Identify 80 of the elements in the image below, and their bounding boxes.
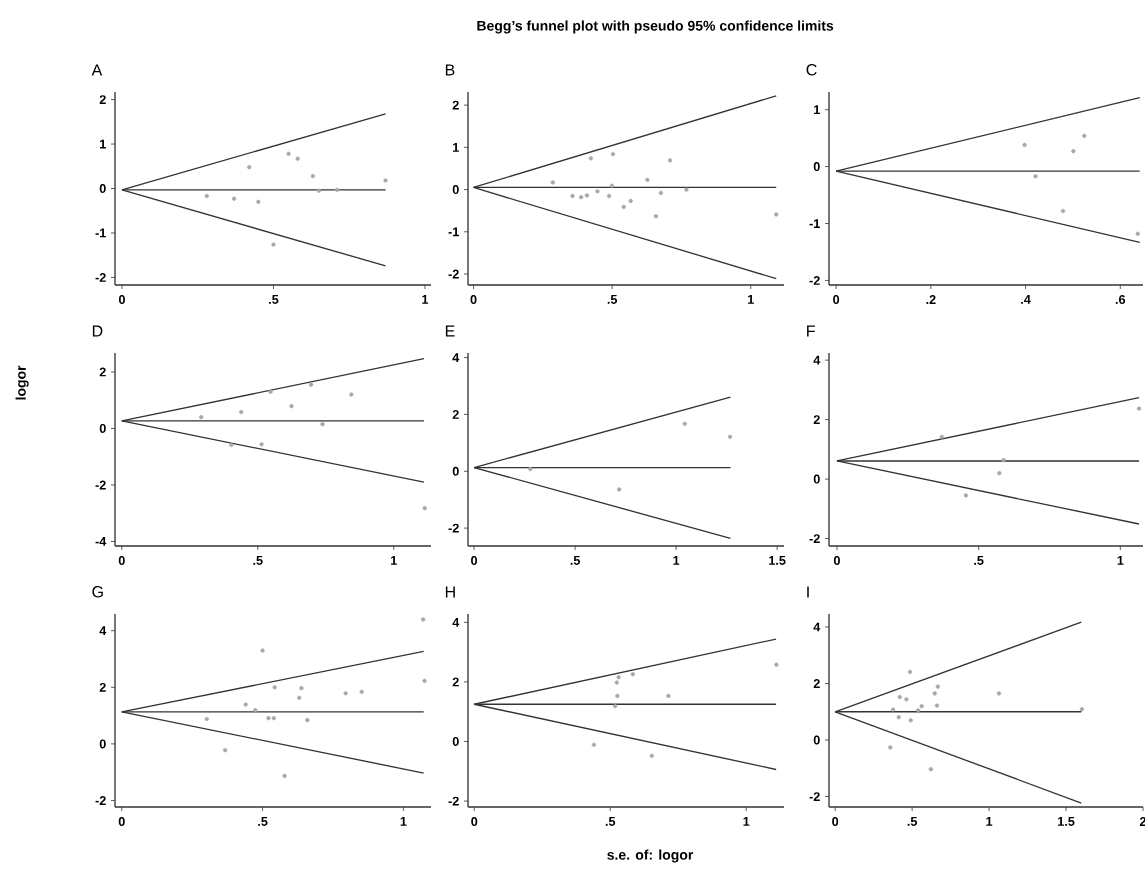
- x-tick-label: 0: [471, 817, 478, 827]
- y-tick-label: 0: [452, 466, 459, 476]
- chart-title: G: [92, 586, 103, 598]
- x-tick-label: 1: [400, 817, 407, 826]
- x-tick-label: 1: [673, 556, 680, 565]
- x-tick-label: 0: [471, 556, 478, 566]
- y-tick-label: -1: [95, 228, 106, 238]
- x-tick-label: 1.5: [1058, 817, 1075, 826]
- x-tick-label: .4: [1021, 295, 1031, 304]
- y-tick-label: -2: [809, 534, 820, 543]
- x-tick-label: .5: [907, 817, 918, 826]
- x-tick-label: 1: [986, 817, 993, 826]
- x-tick-label: .6: [1115, 295, 1126, 305]
- y-tick-label: 2: [99, 682, 106, 692]
- x-tick-label: .2: [926, 295, 936, 304]
- text: Begg’s funnel plot with pseudo 95% confidence limits: [477, 20, 834, 34]
- y-tick-label: 2: [452, 409, 459, 419]
- chart-title: C: [806, 64, 817, 76]
- y-axis-title: logor: [15, 365, 29, 400]
- x-axis-title: s.e. of: logor: [607, 849, 694, 863]
- y-tick-label: -1: [448, 227, 459, 237]
- x-tick-label: 0: [833, 295, 840, 305]
- y-tick-label: 0: [813, 735, 820, 745]
- chart-title: F: [807, 325, 815, 337]
- y-tick-label: 0: [452, 737, 459, 746]
- y-tick-label: 1: [814, 105, 820, 115]
- y-tick-label: -2: [95, 796, 106, 805]
- y-tick-label: 0: [99, 184, 106, 193]
- y-tick-label: -4: [95, 537, 107, 546]
- y-tick-label: 2: [99, 95, 106, 104]
- x-tick-label: .5: [605, 817, 616, 826]
- y-tick-label: 0: [452, 185, 459, 195]
- y-tick-label: -2: [448, 523, 459, 533]
- y-tick-label: 0: [99, 423, 106, 433]
- y-tick-label: 4: [813, 355, 821, 365]
- y-tick-label: 0: [99, 739, 106, 749]
- x-tick-label: .5: [570, 556, 581, 565]
- x-tick-label: .5: [258, 817, 268, 826]
- x-tick-label: .5: [269, 295, 279, 304]
- x-tick-label: 1: [748, 295, 754, 304]
- chart-title: B: [445, 64, 455, 76]
- y-tick-label: 0: [813, 474, 820, 484]
- x-tick-label: 1.5: [769, 556, 786, 565]
- x-tick-label: .5: [607, 295, 618, 304]
- chart-title: E: [445, 325, 455, 337]
- x-tick-label: 1: [1117, 556, 1124, 565]
- y-tick-label: 2: [813, 679, 820, 688]
- y-tick-label: -2: [448, 269, 459, 279]
- x-tick-label: 0: [118, 556, 125, 566]
- x-tick-label: 1: [743, 817, 750, 826]
- y-tick-label: 2: [813, 415, 820, 425]
- y-tick-label: 4: [452, 353, 460, 362]
- chart-title: H: [445, 586, 455, 598]
- x-tick-label: .5: [253, 556, 263, 565]
- chart-title: I: [807, 586, 809, 598]
- y-tick-label: -2: [809, 276, 820, 285]
- y-tick-label: 4: [99, 626, 107, 636]
- x-tick-label: 1: [391, 556, 397, 565]
- y-tick-label: -2: [809, 792, 820, 801]
- y-tick-label: -1: [809, 219, 820, 228]
- chart-title: A: [91, 64, 103, 76]
- y-tick-label: 1: [453, 142, 459, 152]
- x-tick-label: 0: [832, 817, 839, 827]
- y-tick-label: 0: [813, 162, 820, 172]
- x-tick-label: .5: [974, 556, 984, 565]
- x-tick-label: 0: [118, 817, 125, 827]
- x-tick-label: 0: [470, 295, 477, 305]
- y-tick-label: 2: [452, 100, 459, 110]
- y-tick-label: 4: [452, 617, 460, 627]
- x-tick-label: 1: [422, 295, 429, 304]
- y-tick-label: -2: [448, 796, 459, 806]
- y-tick-label: 2: [452, 677, 459, 687]
- x-tick-label: 0: [833, 556, 840, 566]
- chart-title: D: [92, 325, 103, 337]
- y-tick-label: -2: [95, 273, 106, 282]
- y-tick-label: 4: [813, 622, 821, 632]
- x-tick-label: 0: [118, 295, 125, 305]
- y-tick-label: 2: [99, 367, 106, 377]
- y-tick-label: 1: [100, 139, 106, 149]
- y-tick-label: -2: [95, 480, 106, 490]
